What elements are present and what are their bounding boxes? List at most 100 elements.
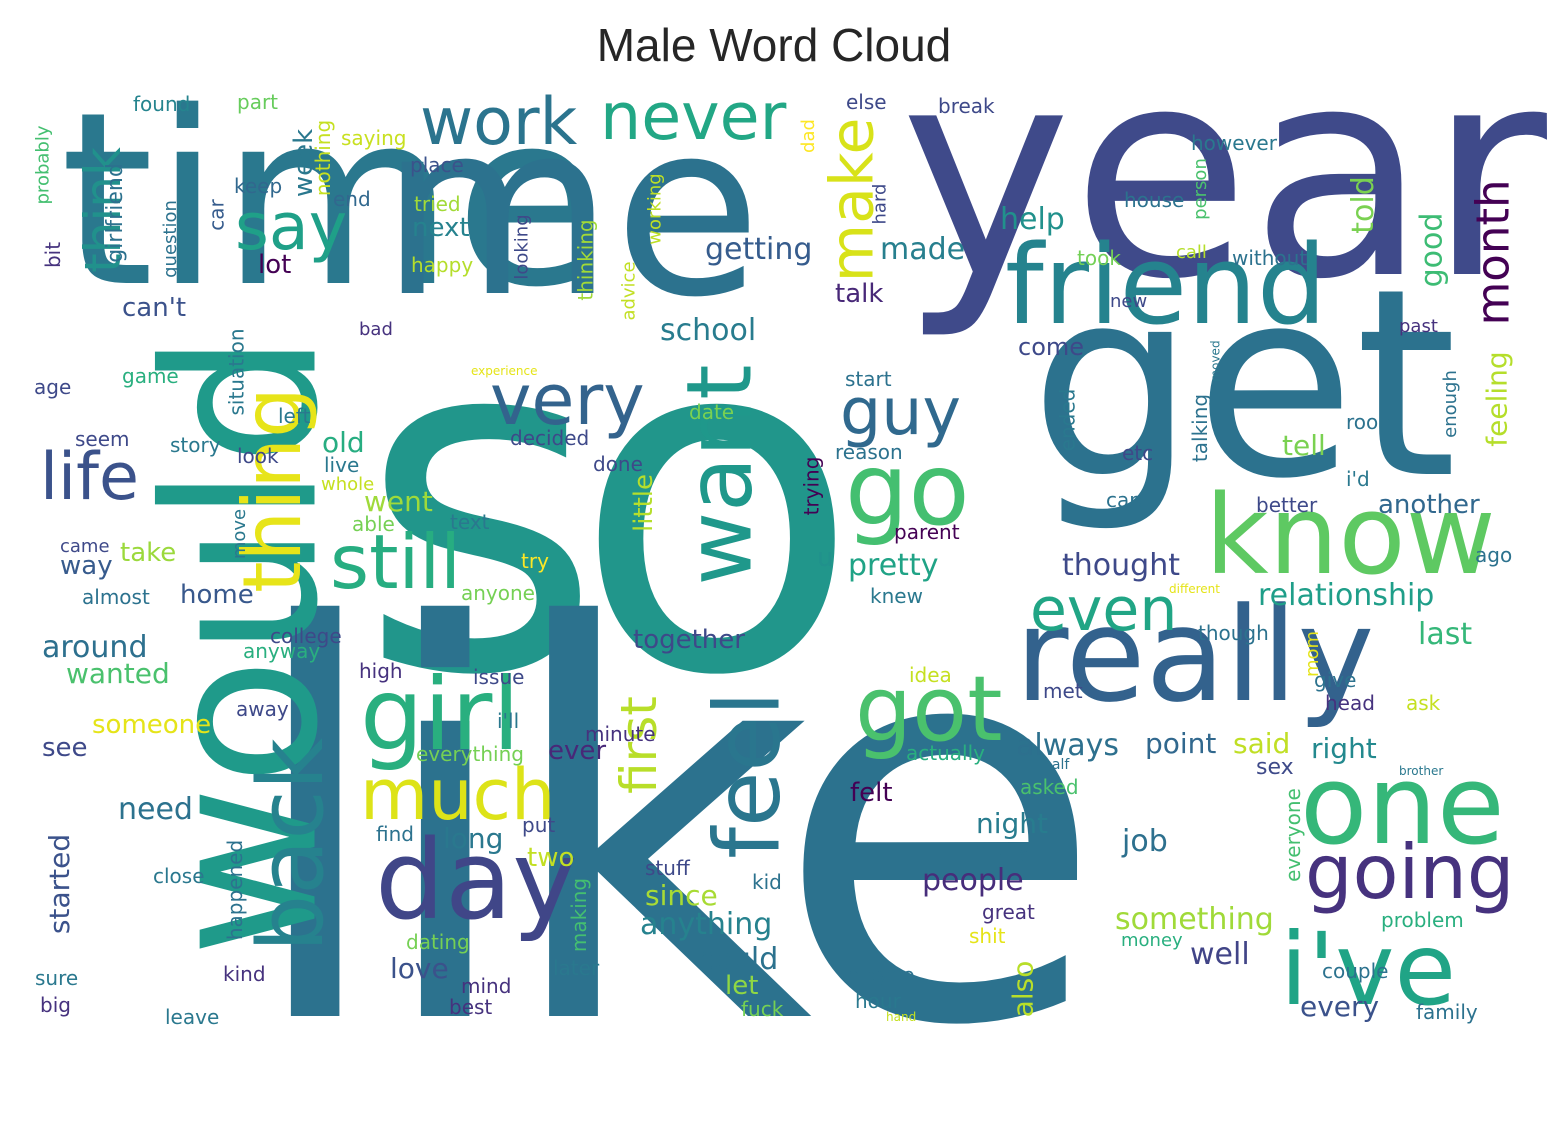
word-girlfriend: girlfriend bbox=[102, 163, 128, 263]
word-working: working bbox=[644, 173, 666, 245]
word-anyway: anyway bbox=[243, 639, 321, 663]
word-decided: decided bbox=[510, 426, 590, 450]
word-actually: actually bbox=[906, 741, 985, 765]
word-past: past bbox=[1399, 316, 1438, 337]
word-able: able bbox=[352, 512, 395, 536]
word-someone: someone bbox=[92, 710, 212, 740]
word-made: made bbox=[880, 232, 966, 267]
word-let: let bbox=[725, 971, 759, 1001]
word-girl: girl bbox=[360, 656, 521, 773]
word-fuck: fuck bbox=[741, 997, 784, 1021]
word-however: however bbox=[1191, 131, 1277, 155]
word-nothing: nothing bbox=[311, 119, 336, 197]
word-school: school bbox=[660, 313, 757, 348]
word-relationship: relationship bbox=[1258, 578, 1435, 613]
word-much: much bbox=[360, 754, 556, 836]
word-without: without bbox=[1232, 246, 1308, 270]
word-two: two bbox=[527, 843, 575, 873]
word-talk: talk bbox=[835, 279, 884, 309]
word-issue: issue bbox=[473, 665, 525, 689]
word-wanted: wanted bbox=[66, 657, 170, 690]
word-new: new bbox=[1110, 291, 1148, 312]
word-life: life bbox=[40, 440, 139, 515]
word-left: left bbox=[278, 404, 311, 428]
word-leave: leave bbox=[165, 1005, 220, 1029]
word-little: little bbox=[629, 473, 660, 533]
word-something: something bbox=[1115, 902, 1274, 937]
word-dating: dating bbox=[406, 930, 470, 954]
word-close: close bbox=[153, 864, 205, 888]
word-next: next bbox=[412, 213, 470, 243]
word-reason: reason bbox=[835, 440, 903, 464]
word-question: question bbox=[159, 200, 181, 278]
word-different: different bbox=[1169, 582, 1220, 596]
word-asked: asked bbox=[1020, 775, 1079, 799]
word-try: try bbox=[521, 549, 549, 573]
word-give: give bbox=[1314, 668, 1357, 692]
word-every: every bbox=[1300, 990, 1380, 1023]
word-happy: happy bbox=[411, 253, 474, 277]
word-people: people bbox=[922, 863, 1024, 898]
word-problem: problem bbox=[1381, 908, 1464, 932]
word-whole: whole bbox=[321, 474, 375, 495]
word-kind: kind bbox=[223, 962, 266, 986]
word-knew: knew bbox=[870, 584, 923, 608]
word-came: came bbox=[60, 536, 110, 557]
word-long: long bbox=[443, 822, 504, 855]
word-happened: happened bbox=[223, 839, 248, 941]
word-shit: shit bbox=[969, 924, 1006, 948]
word-big: big bbox=[40, 993, 71, 1017]
word-move: move bbox=[229, 508, 251, 560]
word-right: right bbox=[1311, 732, 1377, 765]
word-cloud: so like year time me would get really fr… bbox=[32, 30, 1546, 1101]
word-cant: can't bbox=[122, 293, 187, 323]
word-mind: mind bbox=[461, 974, 512, 998]
word-night: night bbox=[976, 807, 1049, 840]
word-anyone: anyone bbox=[461, 581, 535, 605]
word-enough: enough bbox=[1439, 370, 1461, 438]
word-person: person bbox=[1189, 158, 1211, 220]
word-another: another bbox=[1378, 490, 1480, 520]
word-since: since bbox=[645, 879, 718, 912]
word-id: i'd bbox=[1346, 467, 1370, 491]
word-felt: felt bbox=[850, 778, 893, 808]
word-one: one bbox=[1300, 741, 1505, 869]
word-way: way bbox=[60, 551, 113, 581]
word-kid: kid bbox=[752, 870, 782, 894]
word-experience: experience bbox=[471, 364, 538, 378]
word-trying: trying bbox=[799, 456, 824, 516]
word-mom: mom bbox=[1302, 630, 1324, 678]
word-always: always bbox=[1016, 728, 1120, 763]
word-going: going bbox=[1305, 828, 1515, 916]
word-friend: friend bbox=[1005, 221, 1327, 349]
word-love: love bbox=[390, 952, 449, 985]
word-bit: bit bbox=[41, 241, 66, 269]
word-could: could bbox=[697, 942, 779, 977]
word-well: well bbox=[1190, 937, 1250, 972]
word-date: date bbox=[689, 400, 735, 424]
word-room: room bbox=[1346, 410, 1398, 434]
word-told: told bbox=[1345, 176, 1381, 234]
word-minute: minute bbox=[585, 722, 656, 746]
word-situation: situation bbox=[224, 328, 249, 416]
word-job: job bbox=[1122, 824, 1168, 859]
word-looking: looking bbox=[511, 214, 533, 280]
word-best: best bbox=[449, 995, 493, 1019]
word-u: u bbox=[817, 543, 834, 573]
word-hard: hard bbox=[869, 183, 891, 225]
word-getting: getting bbox=[705, 232, 813, 267]
word-good: good bbox=[1414, 212, 1450, 288]
word-sure: sure bbox=[35, 966, 79, 990]
word-part: part bbox=[237, 90, 279, 114]
word-parent: parent bbox=[894, 520, 960, 544]
word-help: help bbox=[1000, 202, 1065, 237]
word-take: take bbox=[120, 538, 177, 568]
word-also: also bbox=[1006, 960, 1040, 1018]
word-care: care bbox=[1106, 488, 1150, 512]
word-said: said bbox=[1233, 727, 1291, 760]
word-start: start bbox=[845, 367, 892, 391]
word-found: found bbox=[133, 92, 191, 116]
word-everything: everything bbox=[416, 742, 524, 766]
word-ive: i've bbox=[1280, 911, 1456, 1028]
word-still: still bbox=[330, 518, 461, 606]
